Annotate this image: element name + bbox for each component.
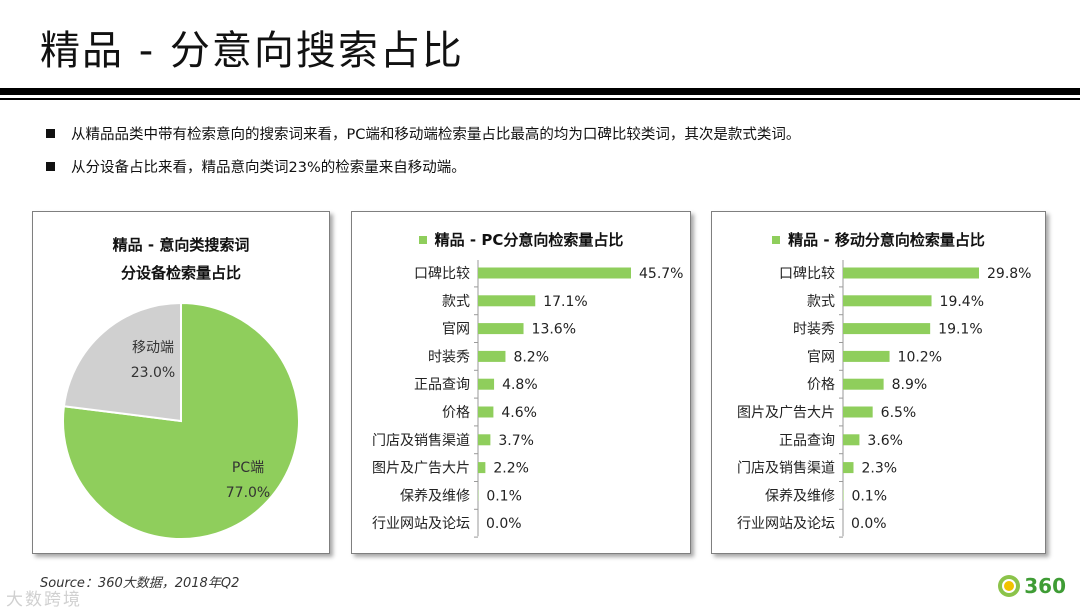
bar-category-label: 价格 [442,405,470,421]
bar-value-label: 13.6% [532,322,576,338]
bar-category-label: 门店及销售渠道 [737,461,835,477]
pie-category-label: 移动端 [132,340,174,356]
page-title: 精品 - 分意向搜索占比 [40,18,464,76]
bar [478,323,524,334]
bar [478,351,505,362]
pie-value-label: 77.0% [226,485,270,501]
bar-value-label: 0.0% [851,516,887,532]
bar-value-label: 0.1% [486,488,522,504]
bullet-text: 从精品品类中带有检索意向的搜索词来看，PC端和移动端检索量占比最高的均为口碑比较… [71,123,800,144]
pc-bar-chart: 口碑比较 45.7% 款式 17.1% 官网 13.6% 时装秀 8.2% 正品查询 4.8% 价格… [352,212,690,553]
bar [478,295,535,306]
bar-category-label: 正品查询 [414,377,470,393]
mobile-bar-chart: 口碑比较 29.8% 款式 19.4% 时装秀 19.1% 官网 10.2% 价格 8.9% 图片及… [712,212,1045,553]
bullet-text: 从分设备占比来看，精品意向类词23%的检索量来自移动端。 [71,156,466,177]
bar-category-label: 款式 [807,294,835,310]
bar-category-label: 时装秀 [793,322,835,338]
bullet-square-icon [46,162,55,171]
bar-value-label: 2.2% [493,461,529,477]
bar-category-label: 图片及广告大片 [372,461,470,477]
bar-value-label: 10.2% [898,349,942,365]
bar-value-label: 19.4% [940,294,984,310]
bar [843,323,930,334]
bar-value-label: 29.8% [987,266,1031,282]
bar [478,268,631,279]
bar-category-label: 款式 [442,294,470,310]
bar [478,462,485,473]
bullet-item: 从分设备占比来看，精品意向类词23%的检索量来自移动端。 [46,155,800,177]
bar-value-label: 6.5% [881,405,917,421]
bar-category-label: 时装秀 [428,349,470,365]
bar-category-label: 口碑比较 [779,266,835,282]
logo-text: 360 [1024,574,1066,598]
title-rule [0,88,1080,95]
logo-icon [998,575,1020,597]
bar [478,434,490,445]
bar-value-label: 8.9% [892,377,928,393]
watermark: 大数跨境 [6,585,82,610]
bullet-list: 从精品品类中带有检索意向的搜索词来看，PC端和移动端检索量占比最高的均为口碑比较… [46,122,800,188]
bar [843,434,859,445]
bar [843,268,979,279]
bar [843,379,884,390]
bar-category-label: 口碑比较 [414,266,470,282]
bar-category-label: 官网 [807,349,835,365]
bar [843,462,853,473]
bar-category-label: 价格 [807,377,835,393]
bar-value-label: 19.1% [938,322,982,338]
bar-category-label: 行业网站及论坛 [372,516,470,532]
bar [843,295,932,306]
bar-category-label: 保养及维修 [400,488,470,504]
bar-category-label: 保养及维修 [765,488,835,504]
bar-category-label: 正品查询 [779,433,835,449]
bar-value-label: 3.6% [867,433,903,449]
brand-logo: 360 [998,574,1066,598]
bar-category-label: 图片及广告大片 [737,405,835,421]
bar-value-label: 8.2% [513,349,549,365]
bar-value-label: 4.6% [501,405,537,421]
pie-chart: PC端 77.0% 移动端 23.0% [33,212,329,553]
bar-value-label: 2.3% [861,461,897,477]
pie-value-label: 23.0% [131,365,175,381]
bar-value-label: 0.0% [486,516,522,532]
bar-value-label: 45.7% [639,266,683,282]
bar [478,379,494,390]
bar-category-label: 门店及销售渠道 [372,433,470,449]
bar-value-label: 17.1% [543,294,587,310]
bar-category-label: 官网 [442,322,470,338]
bar-value-label: 4.8% [502,377,538,393]
pie-category-label: PC端 [232,460,264,476]
pie-slice-mobile [64,303,181,421]
bar [843,407,873,418]
bar [843,351,890,362]
bar-value-label: 3.7% [498,433,534,449]
bar [478,407,493,418]
title-rule-thin [0,98,1080,100]
bar-category-label: 行业网站及论坛 [737,516,835,532]
bullet-item: 从精品品类中带有检索意向的搜索词来看，PC端和移动端检索量占比最高的均为口碑比较… [46,122,800,144]
bullet-square-icon [46,129,55,138]
bar-value-label: 0.1% [851,488,887,504]
